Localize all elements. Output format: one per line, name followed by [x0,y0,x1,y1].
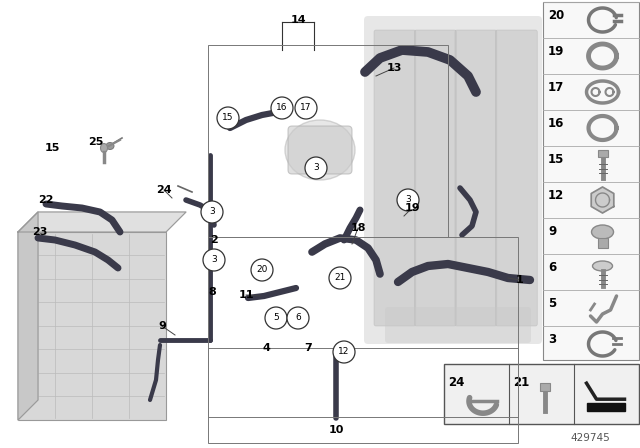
Text: 12: 12 [339,348,349,357]
Text: 8: 8 [208,287,216,297]
Circle shape [397,189,419,211]
Text: 14: 14 [290,15,306,25]
Circle shape [333,341,355,363]
Circle shape [295,97,317,119]
Text: 16: 16 [548,117,564,130]
FancyBboxPatch shape [288,126,352,174]
Text: 24: 24 [156,185,172,195]
Text: 3: 3 [405,195,411,204]
Text: 19: 19 [548,45,564,58]
Text: 19: 19 [404,203,420,213]
Circle shape [251,259,273,281]
Text: 17: 17 [300,103,312,112]
Circle shape [203,249,225,271]
Text: 9: 9 [548,225,556,238]
Text: 9: 9 [158,321,166,331]
Text: 15: 15 [548,153,564,166]
Circle shape [265,307,287,329]
Circle shape [217,107,239,129]
Polygon shape [591,187,614,213]
Text: 10: 10 [328,425,344,435]
Text: 6: 6 [548,261,556,274]
Text: 21: 21 [334,273,346,283]
Text: 15: 15 [44,143,60,153]
Text: 5: 5 [548,297,556,310]
FancyBboxPatch shape [415,30,456,326]
Text: 16: 16 [276,103,288,112]
Text: 25: 25 [88,137,104,147]
Circle shape [271,97,293,119]
Ellipse shape [100,143,108,152]
Text: 3: 3 [209,207,215,216]
Text: 20: 20 [256,266,268,275]
Text: 12: 12 [548,189,564,202]
Circle shape [201,201,223,223]
Circle shape [329,267,351,289]
Bar [598,150,607,157]
Text: 1: 1 [516,275,524,285]
FancyBboxPatch shape [495,30,537,326]
Text: 7: 7 [304,343,312,353]
Circle shape [287,307,309,329]
FancyBboxPatch shape [374,30,416,326]
Bar [208,348,518,443]
Bar [208,237,518,417]
Text: 11: 11 [238,290,253,300]
Text: 3: 3 [211,255,217,264]
Bar [208,45,448,237]
Text: 23: 23 [32,227,48,237]
Text: 5: 5 [273,314,279,323]
Bar [18,232,166,420]
Circle shape [305,157,327,179]
Bar [598,238,607,248]
FancyBboxPatch shape [455,30,497,326]
Ellipse shape [593,261,612,271]
Bar [540,383,550,391]
Text: 3: 3 [313,164,319,172]
Polygon shape [18,212,186,232]
Text: 22: 22 [38,195,54,205]
Bar [586,403,625,411]
Text: 18: 18 [350,223,365,233]
Text: 21: 21 [513,375,529,388]
Text: 6: 6 [295,314,301,323]
Text: 24: 24 [448,375,465,388]
Ellipse shape [106,142,114,150]
Text: 3: 3 [548,333,556,346]
Text: 2: 2 [210,235,218,245]
Text: 13: 13 [387,63,402,73]
Ellipse shape [591,225,614,239]
Text: 17: 17 [548,81,564,94]
Bar [543,2,639,360]
Bar [444,364,639,424]
Ellipse shape [285,120,355,180]
Text: 4: 4 [262,343,270,353]
Text: 15: 15 [222,113,234,122]
FancyBboxPatch shape [385,307,531,343]
Text: 429745: 429745 [570,433,610,443]
Polygon shape [18,212,38,420]
Text: 20: 20 [548,9,564,22]
FancyBboxPatch shape [364,16,542,344]
